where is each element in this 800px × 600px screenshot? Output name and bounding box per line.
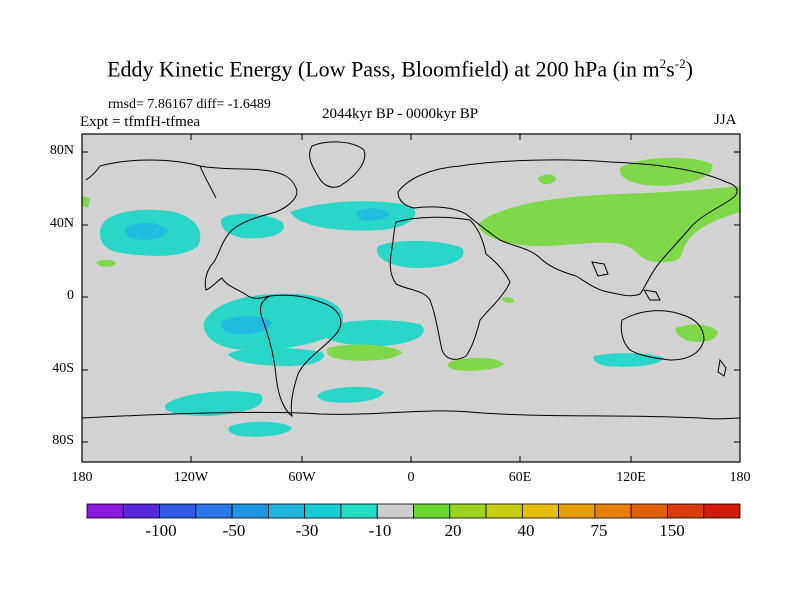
colorbar-label: 150: [659, 521, 685, 540]
colorbar-label: 20: [444, 521, 462, 540]
negative-strong-cores: [124, 208, 390, 335]
colorbar-swatch: [376, 503, 414, 519]
colorbar-swatch: [86, 503, 124, 519]
colorbar-swatch: [521, 503, 560, 519]
colorbar-label: -30: [295, 521, 319, 540]
season-label: JJA: [714, 112, 737, 128]
colorbar-swatch: [122, 503, 160, 519]
lat-label-40s: 40S: [52, 361, 74, 376]
colorbar-swatch: [594, 503, 632, 519]
lon-label-60e: 60E: [508, 470, 532, 485]
lon-label-120w: 120W: [173, 470, 209, 485]
colorbar-label: -10: [368, 521, 392, 540]
colorbar-swatch: [231, 503, 269, 519]
experiment-label: Expt = tfmfH-tfmea: [80, 114, 201, 130]
plot-title: Eddy Kinetic Energy (Low Pass, Bloomfiel…: [107, 56, 693, 82]
lon-label-120e: 120E: [616, 470, 646, 485]
lat-label-0: 0: [67, 288, 74, 303]
colorbar-label: -100: [145, 521, 177, 540]
colorbar-swatch: [304, 503, 342, 519]
colorbar-label: 75: [590, 521, 608, 540]
colorbar-swatch: [667, 503, 705, 519]
lon-label-0: 0: [407, 470, 415, 485]
coastlines: [81, 141, 741, 420]
lat-label-80n: 80N: [49, 143, 74, 158]
colorbar-swatch: [449, 503, 487, 519]
colorbar-label: 40: [517, 521, 535, 540]
period-label: 2044kyr BP - 0000kyr BP: [322, 106, 479, 122]
lon-label-60w: 60W: [288, 470, 316, 485]
colorbar-swatch: [340, 503, 378, 519]
colorbar-swatch: [485, 503, 523, 519]
colorbar-swatch: [413, 503, 451, 519]
negative-anomaly-regions: [100, 201, 664, 437]
lon-label-180w: 180: [71, 470, 93, 485]
colorbar-label: -50: [222, 521, 246, 540]
map-frame: [81, 133, 741, 463]
colorbar-swatch: [630, 503, 668, 519]
colorbar-swatch: [703, 503, 741, 519]
lon-label-180e: 180: [729, 470, 751, 485]
colorbar-swatch: [267, 503, 306, 519]
colorbar-swatch: [195, 503, 233, 519]
colorbar: [86, 503, 741, 519]
colorbar-swatch: [159, 503, 197, 519]
positive-anomaly-regions: [82, 157, 740, 371]
lat-label-40n: 40N: [49, 216, 74, 231]
lat-label-80s: 80S: [52, 433, 74, 448]
colorbar-swatch: [558, 503, 596, 519]
stats-text: rmsd= 7.86167 diff= -1.6489: [108, 97, 271, 112]
